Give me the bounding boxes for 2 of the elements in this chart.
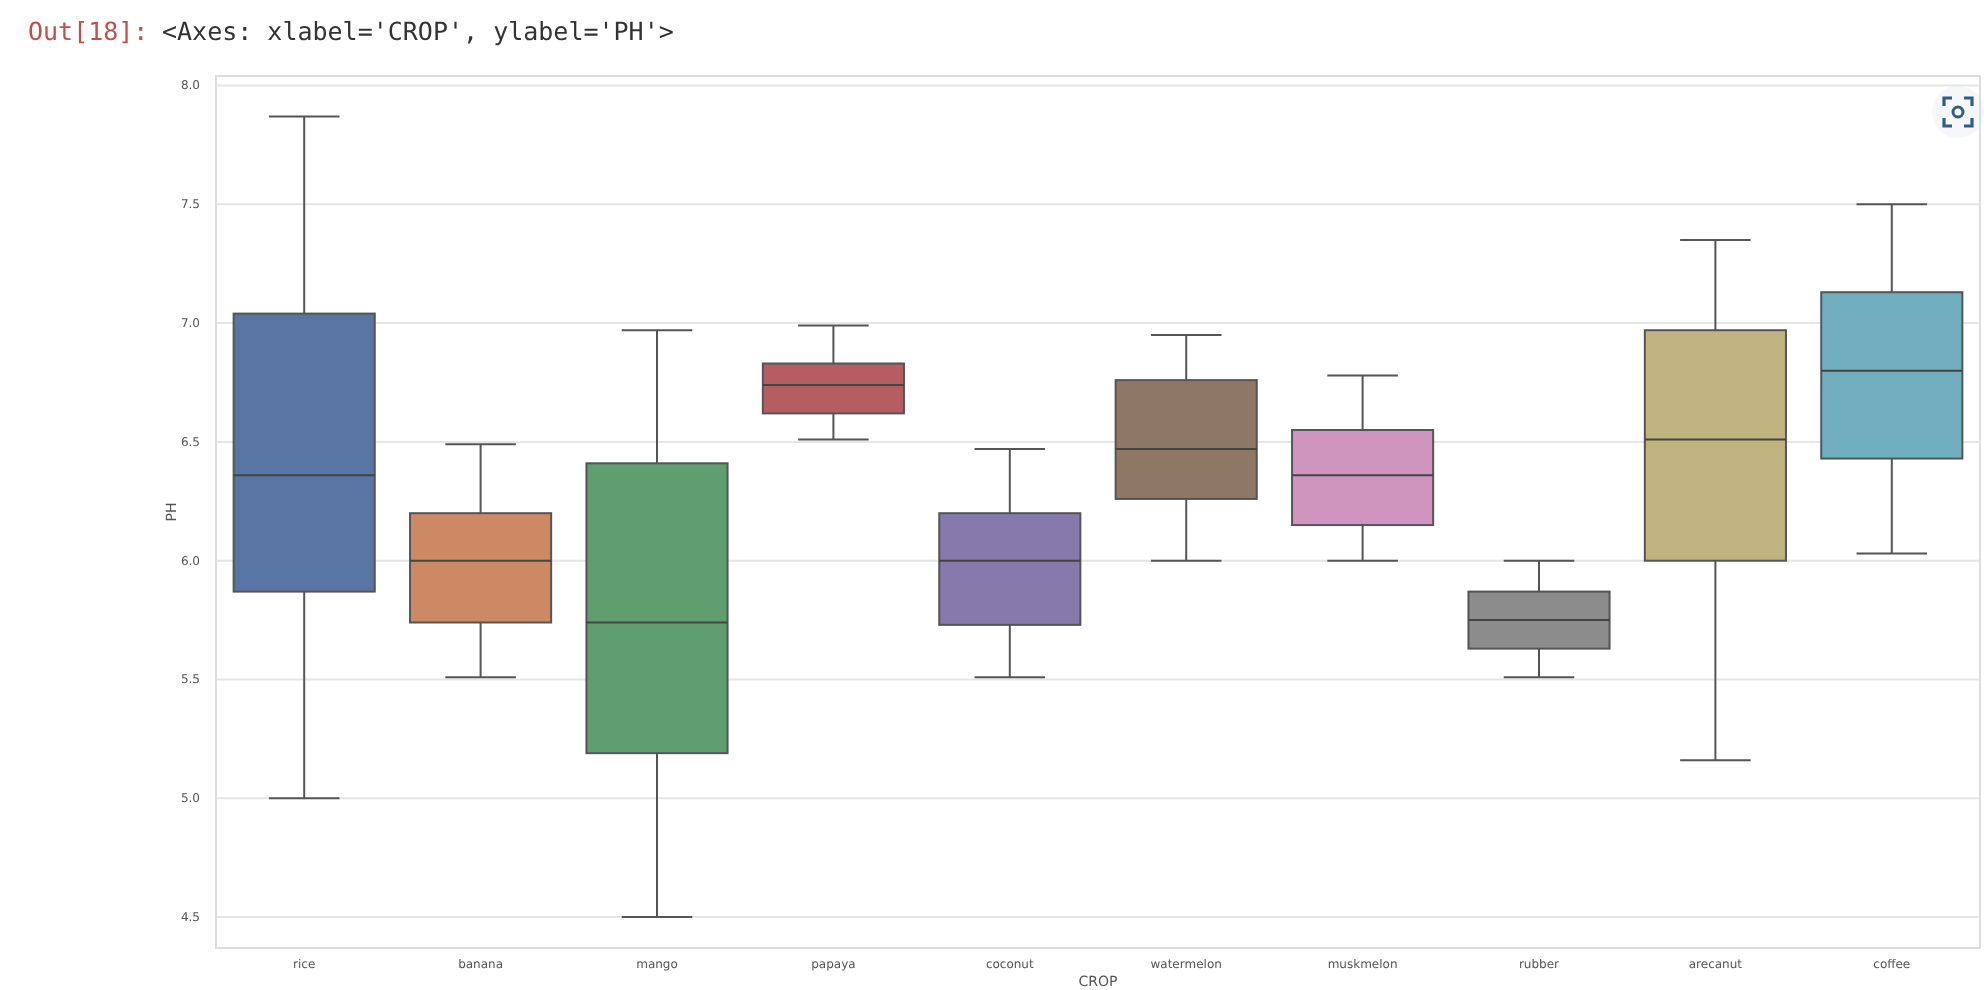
text: Out[18]: bbox=[28, 16, 149, 46]
text: <Axes: xlabel='CROP', ylabel='PH'> bbox=[162, 16, 674, 46]
